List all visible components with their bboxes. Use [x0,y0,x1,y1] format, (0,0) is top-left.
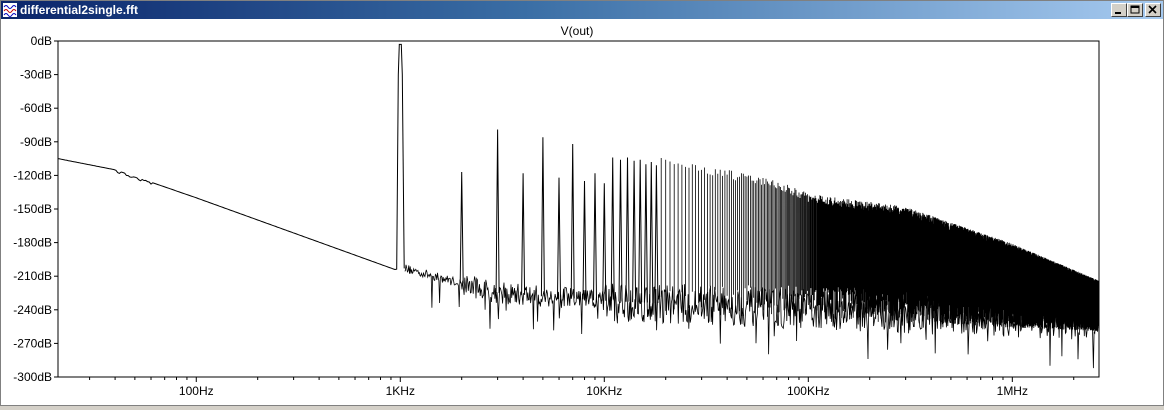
harmonic-peak [495,129,500,294]
x-tick-label: 1KHz [386,384,415,398]
harmonic-comb [660,158,1100,331]
peak-fundamental [396,43,405,270]
plot-area[interactable]: V(out) 0dB -30dB -60dB -90dB -120dB -150dB -18… [1,19,1163,405]
harmonic-peak [632,160,637,303]
trace-noise-floor [404,264,1099,369]
y-tick-label: -120dB [13,168,52,182]
x-tick-label: 1MHz [997,384,1028,398]
y-tick-label: -30dB [20,68,52,82]
minimize-button[interactable] [1111,3,1127,17]
close-icon [1148,5,1157,14]
title-bar[interactable]: differential2single.fft [1,1,1163,19]
minimize-icon [1115,12,1121,14]
y-tick-label: 0dB [31,34,52,48]
harmonic-peak [521,173,526,295]
spectrum-trace [57,43,1100,369]
y-tick-label: -240dB [13,303,52,317]
y-tick-label: -90dB [20,135,52,149]
window-title: differential2single.fft [20,3,139,17]
harmonic-peak [643,164,648,303]
harmonic-peak [570,143,575,299]
x-tick-label: 100Hz [179,384,214,398]
x-tick-label: 100KHz [787,384,830,398]
harmonic-peak [654,165,659,304]
fft-chart[interactable]: V(out) 0dB -30dB -60dB -90dB -120dB -150dB -18… [1,19,1163,405]
harmonic-peak [593,173,597,301]
harmonic-peak [582,180,587,300]
maximize-icon [1130,5,1140,14]
y-tick-label: -180dB [13,236,52,250]
chart-title: V(out) [561,24,594,38]
y-tick-label: -300dB [13,370,52,384]
harmonic-peak [638,159,643,303]
y-tick-label: -210dB [13,269,52,283]
harmonic-peak [602,183,607,301]
x-axis: 100Hz 1KHz 10KHz 100KHz 1MHz [89,377,1075,398]
harmonic-peak [610,157,615,302]
harmonic-peak [649,161,654,303]
y-tick-label: -150dB [13,202,52,216]
harmonic-peak [618,159,623,302]
waveform-icon [3,3,17,17]
trace-lowfreq [57,158,397,271]
harmonic-peak [557,177,561,298]
harmonic-peak [459,171,464,284]
y-tick-label: -60dB [20,101,52,115]
y-axis: 0dB -30dB -60dB -90dB -120dB -150dB -180dB -210… [13,34,58,384]
y-tick-label: -270dB [13,336,52,350]
harmonic-peak [625,157,630,302]
close-button[interactable] [1145,3,1161,17]
x-tick-label: 10KHz [586,384,622,398]
harmonic-peak [540,137,545,297]
maximize-button[interactable] [1127,3,1143,17]
